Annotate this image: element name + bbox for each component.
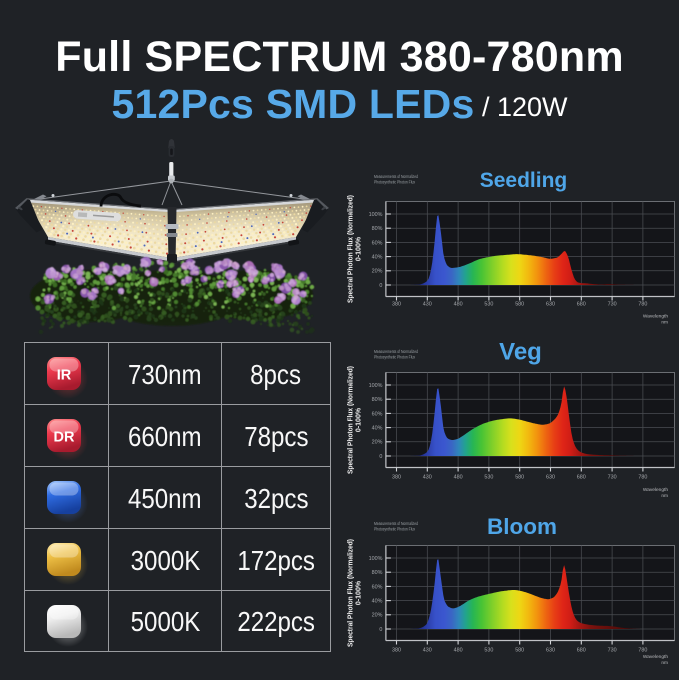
svg-text:Bloom: Bloom: [487, 514, 557, 539]
svg-text:680: 680: [577, 648, 586, 654]
svg-text:80%: 80%: [372, 397, 383, 403]
svg-text:380: 380: [392, 475, 401, 481]
svg-text:Spectral Photon Flux (Normaliz: Spectral Photon Flux (Normalized): [348, 539, 355, 647]
svg-text:Photosynthetic Photon Flux: Photosynthetic Photon Flux: [374, 180, 416, 185]
svg-text:Seedling: Seedling: [480, 169, 568, 192]
svg-text:100%: 100%: [369, 383, 383, 389]
svg-text:100%: 100%: [369, 212, 383, 218]
svg-text:20%: 20%: [372, 440, 383, 446]
svg-text:Wavelength: Wavelength: [643, 487, 668, 493]
svg-text:20%: 20%: [372, 613, 383, 619]
svg-text:730: 730: [608, 475, 617, 481]
svg-text:Measurements of Normalized: Measurements of Normalized: [374, 521, 418, 526]
svg-text:Measurements of Normalized: Measurements of Normalized: [374, 174, 418, 179]
svg-text:0: 0: [379, 627, 382, 633]
svg-text:80%: 80%: [372, 226, 383, 232]
svg-text:580: 580: [515, 475, 524, 481]
svg-text:530: 530: [484, 302, 493, 308]
svg-text:Veg: Veg: [499, 339, 542, 366]
svg-text:nm: nm: [661, 661, 668, 666]
svg-text:Measurements of Normalized: Measurements of Normalized: [374, 349, 418, 354]
svg-text:530: 530: [484, 648, 493, 654]
svg-text:730: 730: [608, 648, 617, 654]
svg-text:580: 580: [515, 302, 524, 308]
svg-text:Spectral Photon Flux (Normaliz: Spectral Photon Flux (Normalized): [348, 195, 355, 303]
svg-text:60%: 60%: [372, 240, 383, 246]
svg-text:Photosynthetic Photon Flux: Photosynthetic Photon Flux: [374, 527, 416, 532]
svg-text:0: 0: [379, 283, 382, 289]
svg-text:780: 780: [638, 648, 647, 654]
svg-text:680: 680: [577, 302, 586, 308]
svg-text:430: 430: [423, 302, 432, 308]
svg-text:Spectral Photon Flux (Normaliz: Spectral Photon Flux (Normalized): [348, 366, 355, 474]
svg-text:Wavelength: Wavelength: [643, 654, 668, 660]
svg-text:100%: 100%: [369, 556, 383, 562]
svg-text:480: 480: [454, 648, 463, 654]
svg-text:730: 730: [608, 302, 617, 308]
svg-text:630: 630: [546, 648, 555, 654]
svg-text:0: 0: [379, 454, 382, 460]
svg-text:0-100%: 0-100%: [355, 580, 362, 605]
svg-text:630: 630: [546, 475, 555, 481]
svg-text:580: 580: [515, 648, 524, 654]
svg-text:480: 480: [454, 475, 463, 481]
svg-text:430: 430: [423, 648, 432, 654]
svg-text:40%: 40%: [372, 426, 383, 432]
svg-text:430: 430: [423, 475, 432, 481]
svg-text:60%: 60%: [372, 411, 383, 417]
svg-text:40%: 40%: [372, 599, 383, 605]
svg-text:530: 530: [484, 475, 493, 481]
svg-text:20%: 20%: [372, 269, 383, 275]
svg-text:480: 480: [454, 302, 463, 308]
svg-text:80%: 80%: [372, 570, 383, 576]
svg-text:60%: 60%: [372, 584, 383, 590]
svg-text:nm: nm: [661, 494, 668, 499]
svg-text:40%: 40%: [372, 255, 383, 261]
svg-text:380: 380: [392, 302, 401, 308]
svg-text:nm: nm: [661, 321, 668, 326]
svg-text:0-100%: 0-100%: [355, 236, 362, 261]
svg-text:780: 780: [638, 475, 647, 481]
svg-text:630: 630: [546, 302, 555, 308]
svg-text:0-100%: 0-100%: [355, 407, 362, 432]
svg-text:IR: IR: [57, 368, 72, 384]
svg-text:DR: DR: [54, 430, 75, 446]
svg-text:380: 380: [392, 648, 401, 654]
svg-text:Photosynthetic Photon Flux: Photosynthetic Photon Flux: [374, 355, 416, 360]
svg-text:680: 680: [577, 475, 586, 481]
svg-text:Wavelength: Wavelength: [643, 314, 668, 320]
svg-text:780: 780: [638, 302, 647, 308]
